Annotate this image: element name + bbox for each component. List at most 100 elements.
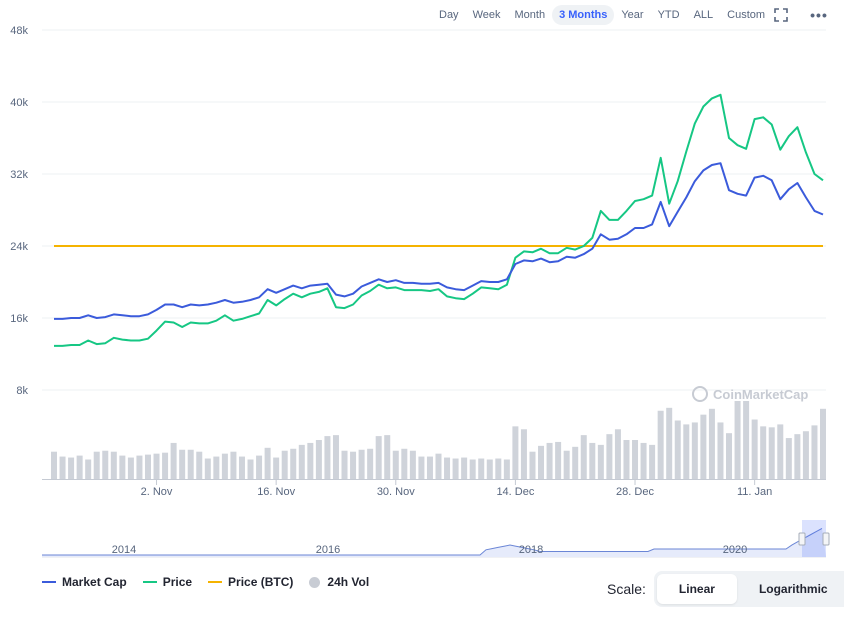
navigator-line [42, 527, 823, 556]
volume-bar [623, 440, 630, 479]
volume-bar [153, 453, 160, 479]
volume-bar [632, 440, 639, 479]
volume-bar [392, 450, 399, 479]
legend-item-price-btc[interactable]: Price (BTC) [208, 575, 293, 589]
scale-toggle: Linear Logarithmic [653, 571, 844, 607]
x-tick-label: 16. Nov [257, 486, 295, 498]
price-line [54, 93, 824, 347]
price-chart[interactable]: 8k 16k 24k 32k 40k 48k 2. Nov 16. Nov 30. Nov 14.… [0, 0, 844, 565]
legend-label-price-btc: Price (BTC) [228, 575, 294, 589]
volume-bar [563, 450, 570, 479]
volume-bar [341, 450, 348, 479]
volume-bar [409, 450, 416, 479]
range-button-week[interactable]: Week [472, 9, 501, 21]
volume-bar [802, 431, 809, 479]
volume-bar [273, 457, 280, 479]
range-button-year[interactable]: Year [621, 9, 644, 21]
volume-bar [589, 442, 596, 479]
market-cap-line [54, 162, 824, 320]
range-button-custom[interactable]: Custom [727, 9, 766, 21]
more-horizontal-icon[interactable]: ••• [810, 7, 828, 23]
navigator-handle[interactable] [798, 532, 806, 546]
volume-bar [367, 448, 374, 479]
volume-bar [555, 441, 562, 479]
scale-logarithmic-button[interactable]: Logarithmic [758, 582, 828, 596]
volume-bar [59, 456, 66, 479]
volume-bar [179, 449, 186, 479]
volume-bar [657, 410, 664, 479]
volume-bar [674, 420, 681, 479]
volume-bar [238, 456, 245, 479]
volume-bar [640, 442, 647, 479]
legend-label-price: Price [162, 575, 193, 589]
volume-bar [734, 401, 741, 479]
coinmarketcap-logo-icon [692, 386, 708, 402]
volume-bar [751, 419, 758, 479]
watermark-text: CoinMarketCap [713, 386, 809, 402]
volume-bar [580, 435, 587, 479]
legend-item-price[interactable]: Price [142, 575, 193, 589]
volume-bar [743, 401, 750, 479]
navigator-year-label: 2020 [723, 544, 747, 556]
volume-bar [358, 449, 365, 479]
range-button-3-months[interactable]: 3 Months [552, 5, 615, 25]
legend-item-24h-vol[interactable]: 24h Vol [309, 575, 369, 589]
y-tick-label: 16k [10, 313, 28, 325]
range-button-day[interactable]: Day [439, 9, 459, 21]
legend-label-24h-vol: 24h Vol [327, 575, 370, 589]
volume-bar [350, 451, 357, 479]
volume-bar [324, 436, 331, 479]
navigator-year-label: 2016 [316, 544, 340, 556]
volume-bar [606, 434, 613, 479]
y-tick-label: 8k [16, 385, 28, 397]
x-tick-label: 2. Nov [141, 486, 173, 498]
volume-bar [418, 456, 425, 479]
legend-item-market-cap[interactable]: Market Cap [42, 575, 127, 589]
volume-bar [512, 426, 519, 479]
volume-bar [520, 429, 527, 479]
price-btc-line-swatch [208, 581, 223, 583]
range-button-month[interactable]: Month [514, 9, 546, 21]
volume-bar [375, 436, 382, 479]
volume-bar [820, 408, 826, 479]
volume-bar [666, 407, 673, 479]
fullscreen-icon[interactable] [772, 7, 790, 23]
x-tick-label: 14. Dec [496, 486, 534, 498]
volume-bar [51, 451, 57, 479]
volume-bar [538, 445, 545, 479]
volume-bar [768, 427, 775, 479]
volume-bar [127, 457, 134, 479]
volume-bar [452, 458, 459, 479]
time-range-selector: Day Week Month 3 Months Year YTD ALL Custom [432, 4, 772, 26]
scale-selector: Scale: Linear Logarithmic [607, 571, 844, 607]
navigator-selection[interactable] [802, 520, 826, 557]
volume-bar [649, 444, 656, 479]
volume-bar [221, 453, 228, 479]
volume-bar [691, 422, 698, 479]
volume-bar [794, 434, 801, 479]
y-tick-label: 24k [10, 241, 28, 253]
volume-bar [332, 435, 339, 479]
volume-bar [469, 459, 476, 479]
scale-label: Scale: [607, 581, 646, 597]
volume-bar [717, 422, 724, 479]
volume-bar [700, 414, 707, 479]
range-button-all[interactable]: ALL [693, 9, 714, 21]
volume-bar [614, 429, 621, 479]
volume-bar [213, 456, 220, 479]
volume-bar [162, 452, 169, 479]
volume-bar [760, 426, 767, 479]
scale-linear-button[interactable]: Linear [656, 574, 737, 604]
navigator-area [42, 528, 826, 557]
navigator-year-label: 2014 [112, 544, 136, 556]
y-tick-label: 32k [10, 169, 28, 181]
volume-bar [503, 459, 510, 479]
range-button-ytd[interactable]: YTD [657, 9, 680, 21]
market-cap-line-swatch [42, 581, 56, 583]
volume-bar [683, 424, 690, 479]
x-tick-label: 11. Jan [737, 486, 772, 498]
volume-bar [281, 450, 288, 479]
volume-bar [102, 450, 109, 479]
volume-bar [435, 453, 442, 479]
navigator-handle[interactable] [822, 532, 830, 546]
